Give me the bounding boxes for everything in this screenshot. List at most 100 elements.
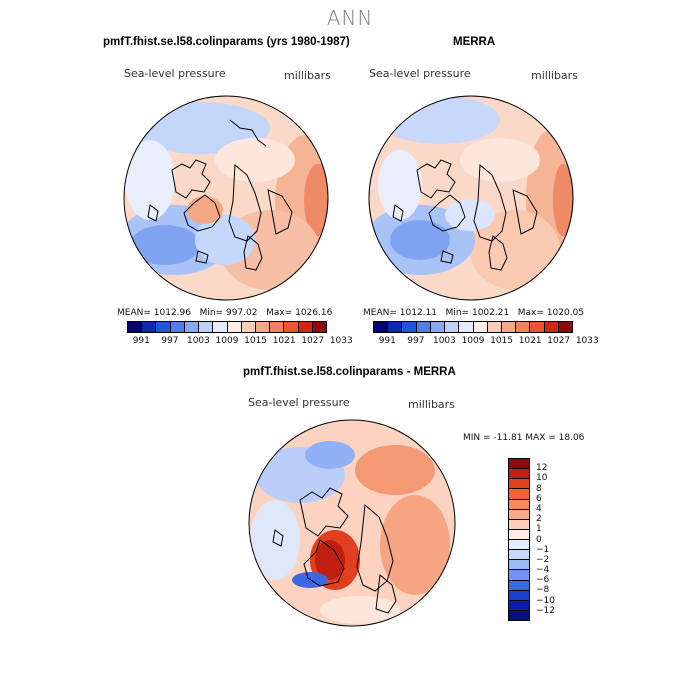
panel-1-min: 997.02 bbox=[225, 308, 258, 318]
panel-2-colorbar-swatch bbox=[416, 322, 431, 332]
panel-3-title: pmfT.fhist.se.l58.colinparams - MERRA bbox=[243, 366, 456, 378]
panel-3-colorbar-swatch bbox=[509, 479, 529, 490]
panel-3-colorbar-swatch bbox=[509, 600, 529, 611]
panel-3-colorbar-tick-label: 6 bbox=[536, 493, 542, 504]
panel-1-colorbar-swatch bbox=[270, 322, 285, 332]
panel-2-min-label: Min= bbox=[445, 308, 470, 318]
panel-3-colorbar-tick-label: −1 bbox=[536, 544, 550, 555]
panel-2-max-label: Max= bbox=[517, 308, 544, 318]
panel-1-colorbar-ticks: 991 997 1003 1009 1015 1021 1027 1033 bbox=[127, 336, 353, 348]
panel-3-colorbar-swatch bbox=[509, 540, 529, 551]
panel-2-colorbar-tick-label: 1015 bbox=[490, 336, 514, 346]
panel-3-colorbar-tick-label: 1 bbox=[536, 524, 542, 535]
panel-3-colorbar-tick-label: −4 bbox=[536, 565, 550, 576]
panel-1-colorbar-swatch bbox=[241, 322, 256, 332]
panel-2-colorbar-swatch bbox=[388, 322, 403, 332]
panel-3-colorbar-swatch bbox=[509, 459, 529, 470]
panel-2-colorbar-swatch bbox=[558, 322, 573, 332]
panel-1-colorbar-tick-label: 991 bbox=[132, 336, 150, 346]
panel-2-colorbar-swatch bbox=[459, 322, 474, 332]
panel-2-max: 1020.05 bbox=[546, 308, 585, 318]
panel-1-max: 1026.16 bbox=[295, 308, 333, 318]
panel-1-colorbar-swatch bbox=[156, 322, 171, 332]
panel-3-colorbar-swatch bbox=[509, 469, 529, 480]
panel-2-colorbar-tick-label: 997 bbox=[407, 336, 425, 346]
panel-1-colorbar-swatch bbox=[142, 322, 157, 332]
panel-2-mean-label: MEAN= bbox=[363, 308, 397, 318]
panel-3-minmax: MIN = -11.81 MAX = 18.06 bbox=[463, 433, 585, 443]
panel-1-colorbar bbox=[127, 321, 327, 333]
panel-2-colorbar-swatch bbox=[487, 322, 502, 332]
panel-2-colorbar-tick-label: 1027 bbox=[547, 336, 571, 346]
panel-3-colorbar-swatch bbox=[509, 610, 529, 620]
panel-2-min: 1002.21 bbox=[471, 308, 510, 318]
panel-2-colorbar-tick-label: 1033 bbox=[575, 336, 599, 346]
season-title: ANN bbox=[326, 6, 374, 30]
panel-3-units: millibars bbox=[408, 398, 455, 411]
panel-2-colorbar-tick-label: 991 bbox=[378, 336, 396, 346]
panel-3-colorbar-tick-label: −10 bbox=[536, 595, 555, 606]
panel-2-colorbar-swatch bbox=[445, 322, 460, 332]
panel-3-colorbar-tick-label: 10 bbox=[536, 473, 548, 484]
panel-3-colorbar-tick-label: 0 bbox=[536, 534, 542, 545]
panel-1-title: pmfT.fhist.se.l58.colinparams (yrs 1980-… bbox=[103, 36, 350, 48]
panel-1-colorbar-tick-label: 1015 bbox=[244, 336, 268, 346]
panel-3-colorbar-tick-label: −8 bbox=[536, 585, 550, 596]
panel-3-colorbar-swatch bbox=[509, 499, 529, 510]
panel-3-colorbar-tick-label: 4 bbox=[536, 503, 542, 514]
panel-2-colorbar-swatch bbox=[530, 322, 545, 332]
panel-2-colorbar-swatch bbox=[516, 322, 531, 332]
panel-1-colorbar-swatch bbox=[128, 322, 143, 332]
panel-3-colorbar-tick-label: −2 bbox=[536, 554, 550, 565]
panel-1-colorbar-swatch bbox=[255, 322, 271, 332]
panel-1-units: millibars bbox=[284, 69, 331, 82]
panel-1-mean: 1012.96 bbox=[153, 308, 191, 318]
panel-1-variable: Sea-level pressure bbox=[124, 67, 226, 80]
panel-1-colorbar-tick-label: 997 bbox=[161, 336, 179, 346]
panel-2-colorbar-swatch bbox=[544, 322, 559, 332]
panel-1-colorbar-tick-label: 1027 bbox=[301, 336, 325, 346]
panel-3-colorbar-swatch bbox=[509, 550, 529, 561]
panel-1-colorbar-swatch bbox=[312, 322, 327, 332]
panel-2-units: millibars bbox=[531, 69, 578, 82]
panel-2-variable: Sea-level pressure bbox=[369, 67, 471, 80]
panel-1-colorbar-swatch bbox=[227, 322, 242, 332]
panel-2-colorbar-swatch bbox=[501, 322, 517, 332]
panel-2-colorbar-ticks: 991 997 1003 1009 1015 1021 1027 1033 bbox=[373, 336, 599, 348]
panel-3-colorbar-swatch bbox=[509, 489, 529, 500]
panel-3-colorbar-tick-label: 2 bbox=[536, 514, 542, 525]
panel-3-colorbar-swatch bbox=[509, 519, 529, 530]
panel-3-colorbar-swatch bbox=[509, 560, 529, 571]
panel-1-stats: MEAN= 1012.96 Min= 997.02 Max= 1026.16 bbox=[117, 308, 332, 318]
panel-2-colorbar-swatch bbox=[402, 322, 417, 332]
panel-1-colorbar-swatch bbox=[284, 322, 299, 332]
panel-2-colorbar-swatch bbox=[473, 322, 488, 332]
panel-1-colorbar-swatch bbox=[184, 322, 200, 332]
panel-1-colorbar-tick-label: 1021 bbox=[272, 336, 296, 346]
panel-3-colorbar-tick-label: −6 bbox=[536, 575, 550, 586]
panel-3-colorbar-ticks: 12 10 8 6 4 2 1 0 −1 −2 −4 −6 −8 −10 −12 bbox=[536, 458, 566, 621]
panel-2-colorbar-tick-label: 1003 bbox=[432, 336, 456, 346]
panel-3-colorbar-swatch bbox=[509, 509, 529, 520]
panel-2-stats: MEAN= 1012.11 Min= 1002.21 Max= 1020.05 bbox=[363, 308, 584, 318]
panel-1-colorbar-swatch bbox=[199, 322, 214, 332]
panel-1-colorbar-tick-label: 1003 bbox=[186, 336, 210, 346]
panel-3-colorbar-swatch bbox=[509, 580, 529, 591]
panel-3-colorbar-swatch bbox=[509, 529, 529, 540]
panel-2-colorbar-tick-label: 1009 bbox=[461, 336, 485, 346]
panel-3-colorbar-swatch bbox=[509, 570, 529, 581]
panel-3-colorbar-tick-label: 12 bbox=[536, 463, 548, 474]
panel-2-title: MERRA bbox=[453, 36, 496, 48]
panel-1-colorbar-swatch bbox=[298, 322, 313, 332]
panel-3-variable: Sea-level pressure bbox=[248, 396, 350, 409]
panel-1-colorbar-swatch bbox=[170, 322, 185, 332]
panel-2-colorbar bbox=[373, 321, 573, 333]
panel-1-colorbar-tick-label: 1009 bbox=[215, 336, 239, 346]
panel-3-colorbar-swatch bbox=[509, 590, 529, 601]
panel-1-min-label: Min= bbox=[199, 308, 224, 318]
panel-2-colorbar-swatch bbox=[374, 322, 389, 332]
panel-3-colorbar-tick-label: −12 bbox=[536, 605, 555, 616]
panel-3-colorbar-tick-label: 8 bbox=[536, 483, 542, 494]
panel-2-mean: 1012.11 bbox=[399, 308, 437, 318]
